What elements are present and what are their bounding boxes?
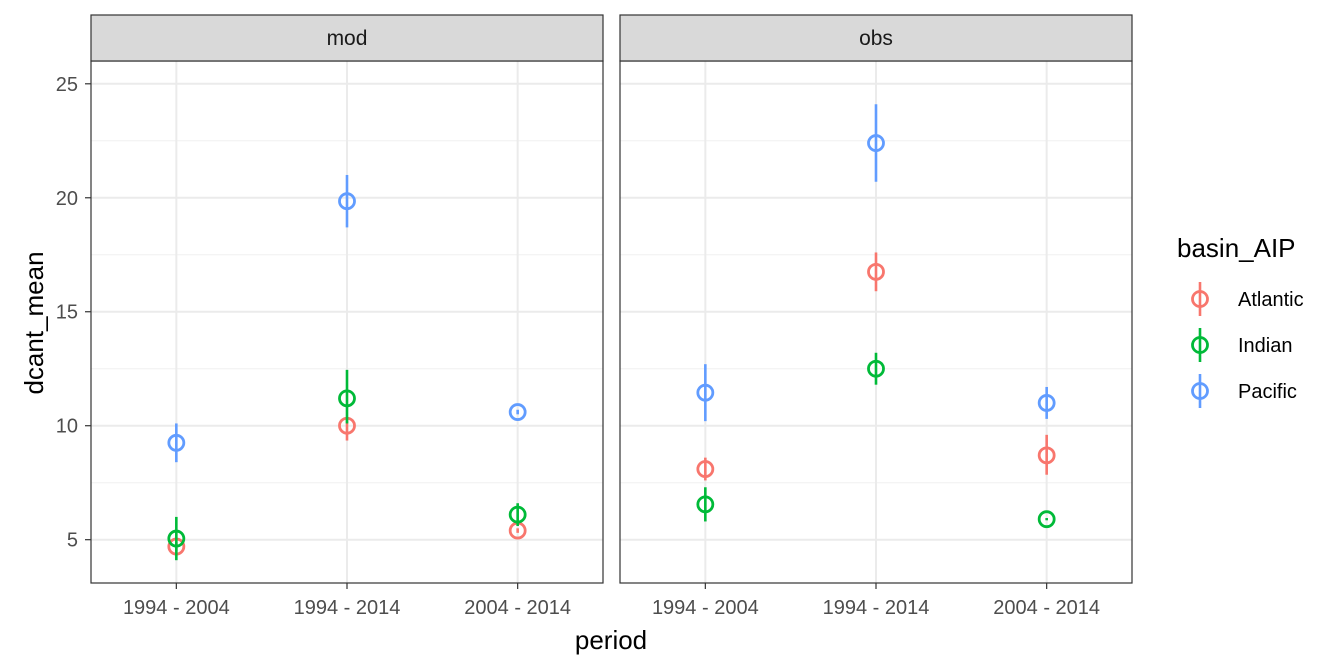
data-point-indian <box>696 495 715 514</box>
x-tick-label: 1994 - 2014 <box>294 597 401 619</box>
data-point-indian <box>338 389 356 408</box>
data-point-pacific <box>338 192 356 211</box>
data-point-indian <box>867 359 885 378</box>
y-tick-label: 25 <box>56 74 78 96</box>
y-tick-label: 15 <box>56 302 78 324</box>
y-axis: 5 10 15 20 25 <box>56 74 91 552</box>
legend-key-pacific <box>1191 382 1209 400</box>
data-point-pacific <box>696 383 715 402</box>
data-point-pacific <box>867 134 885 152</box>
data-marks-obs <box>696 104 1056 529</box>
data-marks-mod <box>167 174 527 561</box>
legend-label-indian: Indian <box>1238 335 1293 357</box>
strip-label-obs: obs <box>859 27 893 50</box>
x-axis-obs: 1994 - 2004 1994 - 2014 2004 - 2014 <box>652 583 1100 619</box>
y-tick-label: 20 <box>56 188 78 210</box>
data-point-atlantic <box>867 262 885 281</box>
data-point-indian <box>167 529 186 548</box>
strip-background-mod <box>90 14 604 62</box>
strip-label-mod: mod <box>327 27 368 50</box>
x-tick-label: 2004 - 2014 <box>464 597 571 619</box>
legend-title: basin_AIP <box>1177 233 1296 263</box>
data-point-atlantic <box>696 460 715 478</box>
panel-mod: mod 1994 - 2004 1994 - 2014 2004 - 2014 <box>90 14 604 619</box>
y-tick-label: 10 <box>56 416 78 438</box>
panel-obs: obs 1994 - 2004 1994 - 2014 2004 - 2014 <box>619 14 1133 619</box>
gridlines-mod <box>91 61 603 583</box>
y-tick-label: 5 <box>67 530 78 552</box>
legend-label-pacific: Pacific <box>1238 381 1297 403</box>
data-point-indian <box>508 505 527 524</box>
data-point-pacific <box>508 403 527 421</box>
x-tick-label: 1994 - 2004 <box>123 597 230 619</box>
x-tick-label: 1994 - 2004 <box>652 597 759 619</box>
data-point-atlantic <box>1037 446 1056 465</box>
x-axis-title: period <box>575 625 647 655</box>
strip-background-obs <box>619 14 1133 62</box>
legend: basin_AIP Atlantic Indian Pacific <box>1177 233 1304 408</box>
legend-key-atlantic <box>1191 290 1209 308</box>
data-point-pacific <box>167 433 186 452</box>
legend-key-indian <box>1191 336 1209 354</box>
legend-label-atlantic: Atlantic <box>1238 289 1304 311</box>
data-point-pacific <box>1037 394 1056 412</box>
data-point-indian <box>1037 510 1056 529</box>
x-tick-label: 2004 - 2014 <box>993 597 1100 619</box>
x-axis-mod: 1994 - 2004 1994 - 2014 2004 - 2014 <box>123 583 571 619</box>
y-axis-title: dcant_mean <box>19 251 49 394</box>
x-tick-label: 1994 - 2014 <box>823 597 930 619</box>
